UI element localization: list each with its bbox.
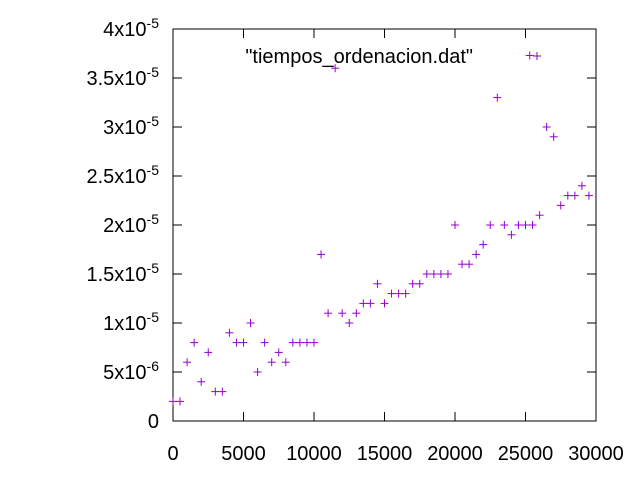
legend: "tiempos_ordenacion.dat" [245, 46, 541, 68]
data-point [542, 123, 551, 131]
data-point [239, 338, 248, 347]
data-point [246, 319, 255, 327]
data-point [317, 250, 326, 259]
data-point [345, 319, 354, 327]
legend-marker [533, 52, 541, 60]
data-point [570, 191, 579, 200]
y-tick-label: 0 [148, 411, 159, 433]
data-point [387, 289, 396, 298]
data-point [218, 387, 227, 396]
data-point [401, 289, 410, 298]
data-point [338, 309, 347, 318]
data-point [486, 221, 495, 229]
data-point [281, 358, 290, 367]
data-point [366, 299, 375, 308]
data-point [556, 201, 565, 210]
data-point [232, 338, 241, 347]
y-tick-labels: 0 5x10-6 1x10-5 1.5x10-5 2x10-5 2.5x10-5 3x10-… [86, 15, 159, 433]
data-point [288, 338, 297, 347]
data-point [183, 358, 192, 367]
x-tick-label: 10000 [286, 443, 342, 465]
x-tick-label: 30000 [568, 443, 624, 465]
data-point [225, 328, 234, 337]
data-point [493, 93, 502, 102]
data-point [521, 221, 530, 229]
data-point [373, 279, 382, 288]
data-point [190, 338, 199, 347]
x-tick-label: 5000 [221, 443, 266, 465]
x-tick-label: 15000 [357, 443, 413, 465]
data-point [380, 299, 389, 308]
data-point [429, 270, 438, 278]
y-tick-label: 1.5x10-5 [86, 260, 159, 286]
data-point [514, 221, 523, 229]
y-tick-label: 1x10-5 [103, 309, 159, 335]
y-tick-label: 4x10-5 [103, 15, 159, 41]
data-point [451, 221, 459, 229]
data-point [352, 309, 361, 318]
data-point [204, 348, 213, 357]
data-point [253, 368, 262, 376]
data-point [549, 132, 558, 141]
data-point [458, 260, 467, 269]
data-point [525, 51, 534, 60]
data-point [169, 397, 177, 406]
data-point [535, 211, 544, 220]
y-tick-label: 3x10-5 [103, 113, 159, 139]
data-points [169, 51, 593, 406]
x-tick-labels: 0 5000 10000 15000 20000 25000 30000 [167, 443, 623, 465]
data-point [359, 299, 368, 308]
data-point [274, 348, 283, 357]
data-point [408, 279, 417, 288]
data-point [584, 191, 593, 200]
x-tick-label: 0 [167, 443, 178, 465]
data-point [324, 309, 333, 318]
data-point [500, 221, 509, 229]
data-point [472, 250, 481, 259]
legend-label: "tiempos_ordenacion.dat" [245, 46, 473, 68]
y-tick-label: 2.5x10-5 [86, 162, 159, 188]
y-tick-marks [173, 28, 596, 422]
data-point [443, 270, 452, 278]
legend-plus-marker [533, 52, 541, 60]
data-point [415, 279, 424, 288]
data-point [436, 270, 445, 278]
data-point [577, 181, 586, 190]
data-point [211, 387, 220, 396]
y-tick-label: 5x10-6 [103, 358, 159, 384]
x-tick-label: 25000 [498, 443, 554, 465]
data-point [479, 240, 488, 249]
data-point [267, 358, 276, 367]
y-tick-label: 3.5x10-5 [86, 64, 159, 90]
plot-frame [172, 28, 597, 422]
data-point [507, 230, 516, 239]
data-point [302, 338, 311, 347]
data-point [465, 260, 474, 269]
data-point [394, 289, 403, 298]
data-point [197, 377, 206, 386]
x-tick-label: 20000 [427, 443, 483, 465]
data-point [331, 64, 340, 73]
data-point [260, 338, 269, 347]
y-tick-label: 2x10-5 [103, 211, 159, 237]
data-point [310, 338, 318, 347]
data-point [295, 338, 304, 347]
data-point [176, 397, 185, 406]
data-point [563, 191, 572, 200]
data-point [528, 221, 537, 229]
data-point [422, 270, 431, 278]
